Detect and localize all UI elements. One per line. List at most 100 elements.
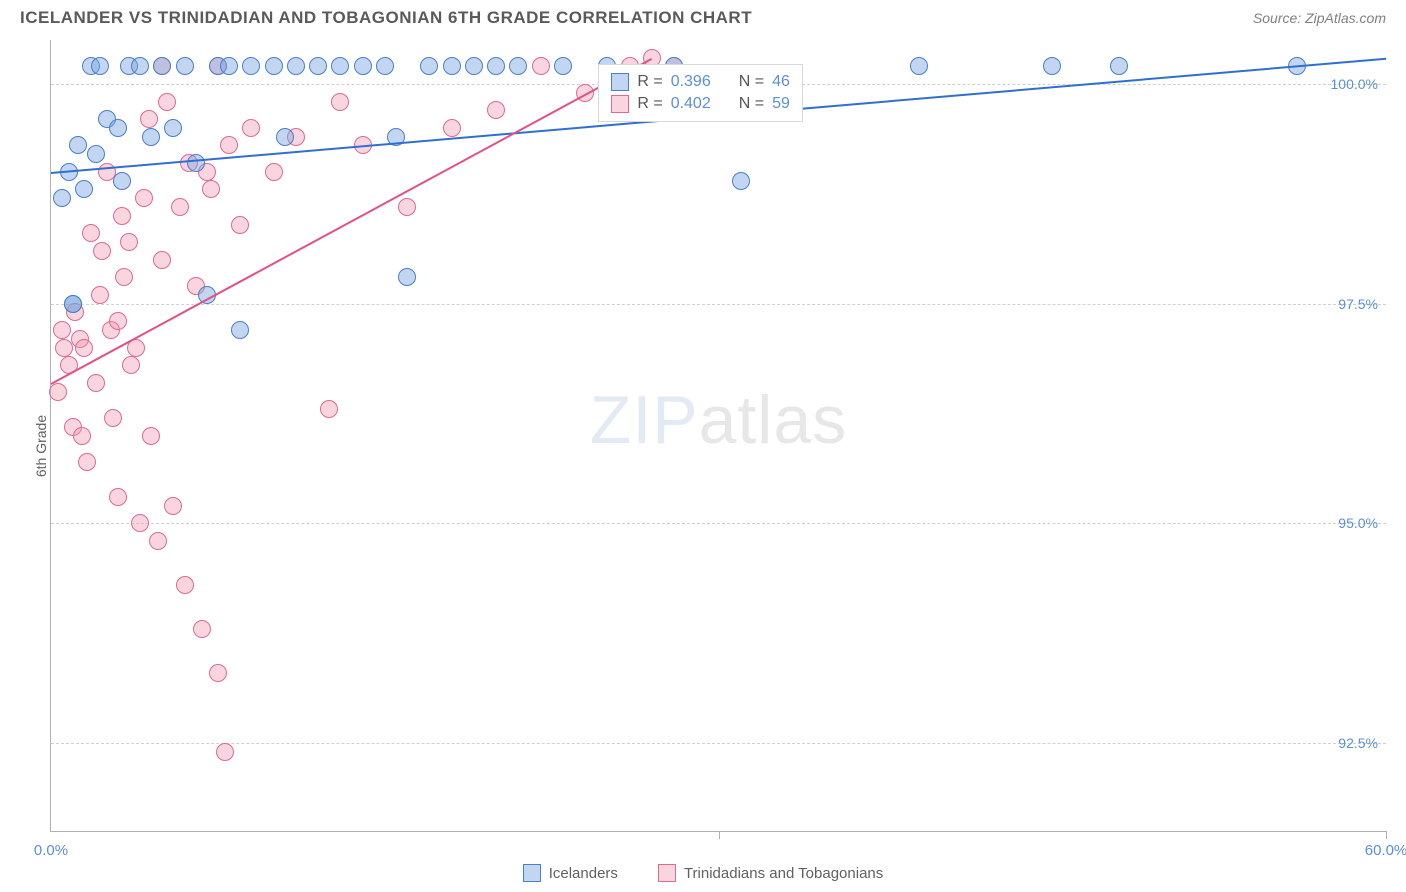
r-label: R = <box>637 95 662 113</box>
data-point <box>732 172 750 190</box>
data-point <box>487 57 505 75</box>
regression-line <box>51 58 653 385</box>
legend-label: Icelanders <box>549 865 618 882</box>
stats-row: R = 0.402 N = 59 <box>611 93 790 115</box>
data-point <box>115 268 133 286</box>
data-point <box>87 374 105 392</box>
data-point <box>202 180 220 198</box>
data-point <box>153 251 171 269</box>
data-point <box>554 57 572 75</box>
data-point <box>1043 57 1061 75</box>
data-point <box>532 57 550 75</box>
data-point <box>187 154 205 172</box>
data-point <box>75 339 93 357</box>
y-tick-label: 97.5% <box>1338 296 1378 312</box>
data-point <box>443 57 461 75</box>
data-point <box>73 427 91 445</box>
data-point <box>265 163 283 181</box>
stats-row: R = 0.396 N = 46 <box>611 71 790 93</box>
legend-item-icelanders: Icelanders <box>523 864 618 882</box>
data-point <box>142 427 160 445</box>
series-legend: Icelanders Trinidadians and Tobagonians <box>0 864 1406 882</box>
data-point <box>113 172 131 190</box>
data-point <box>153 57 171 75</box>
data-point <box>376 57 394 75</box>
data-point <box>220 57 238 75</box>
x-tick <box>1386 831 1387 839</box>
y-tick-label: 92.5% <box>1338 735 1378 751</box>
data-point <box>104 409 122 427</box>
watermark: ZIPatlas <box>590 381 847 459</box>
data-point <box>91 286 109 304</box>
data-point <box>176 576 194 594</box>
data-point <box>140 110 158 128</box>
data-point <box>220 136 238 154</box>
r-value: 0.402 <box>671 95 711 113</box>
stats-swatch <box>611 95 629 113</box>
data-point <box>398 268 416 286</box>
data-point <box>164 119 182 137</box>
data-point <box>49 383 67 401</box>
x-tick-label: 0.0% <box>34 842 68 859</box>
data-point <box>309 57 327 75</box>
data-point <box>87 145 105 163</box>
data-point <box>53 321 71 339</box>
data-point <box>331 93 349 111</box>
stats-swatch <box>611 73 629 91</box>
data-point <box>142 128 160 146</box>
data-point <box>91 57 109 75</box>
data-point <box>64 295 82 313</box>
data-point <box>193 620 211 638</box>
gridline <box>51 523 1386 524</box>
data-point <box>487 101 505 119</box>
n-label: N = <box>739 73 764 91</box>
data-point <box>242 57 260 75</box>
data-point <box>171 198 189 216</box>
data-point <box>53 189 71 207</box>
y-tick-label: 100.0% <box>1331 76 1378 92</box>
data-point <box>176 57 194 75</box>
data-point <box>465 57 483 75</box>
data-point <box>320 400 338 418</box>
data-point <box>1110 57 1128 75</box>
y-tick-label: 95.0% <box>1338 515 1378 531</box>
data-point <box>354 57 372 75</box>
data-point <box>242 119 260 137</box>
data-point <box>331 57 349 75</box>
data-point <box>113 207 131 225</box>
chart-title: ICELANDER VS TRINIDADIAN AND TOBAGONIAN … <box>20 8 752 28</box>
data-point <box>149 532 167 550</box>
r-label: R = <box>637 73 662 91</box>
x-tick-label: 60.0% <box>1365 842 1406 859</box>
y-axis-label: 6th Grade <box>33 415 49 477</box>
source-attribution: Source: ZipAtlas.com <box>1253 10 1386 26</box>
data-point <box>265 57 283 75</box>
r-value: 0.396 <box>671 73 711 91</box>
data-point <box>93 242 111 260</box>
data-point <box>69 136 87 154</box>
legend-swatch-pink <box>658 864 676 882</box>
data-point <box>276 128 294 146</box>
n-value: 46 <box>772 73 790 91</box>
data-point <box>82 224 100 242</box>
data-point <box>122 356 140 374</box>
n-label: N = <box>739 95 764 113</box>
data-point <box>75 180 93 198</box>
data-point <box>910 57 928 75</box>
data-point <box>78 453 96 471</box>
data-point <box>109 119 127 137</box>
x-tick <box>719 831 720 839</box>
data-point <box>131 514 149 532</box>
data-point <box>420 57 438 75</box>
data-point <box>443 119 461 137</box>
data-point <box>164 497 182 515</box>
legend-item-trinidadians: Trinidadians and Tobagonians <box>658 864 883 882</box>
legend-swatch-blue <box>523 864 541 882</box>
n-value: 59 <box>772 95 790 113</box>
legend-label: Trinidadians and Tobagonians <box>684 865 883 882</box>
data-point <box>509 57 527 75</box>
stats-box: R = 0.396 N = 46 R = 0.402 N = 59 <box>598 64 803 122</box>
scatter-chart: ZIPatlas 100.0%97.5%95.0%92.5%0.0%60.0%R… <box>50 40 1386 832</box>
data-point <box>120 233 138 251</box>
data-point <box>158 93 176 111</box>
